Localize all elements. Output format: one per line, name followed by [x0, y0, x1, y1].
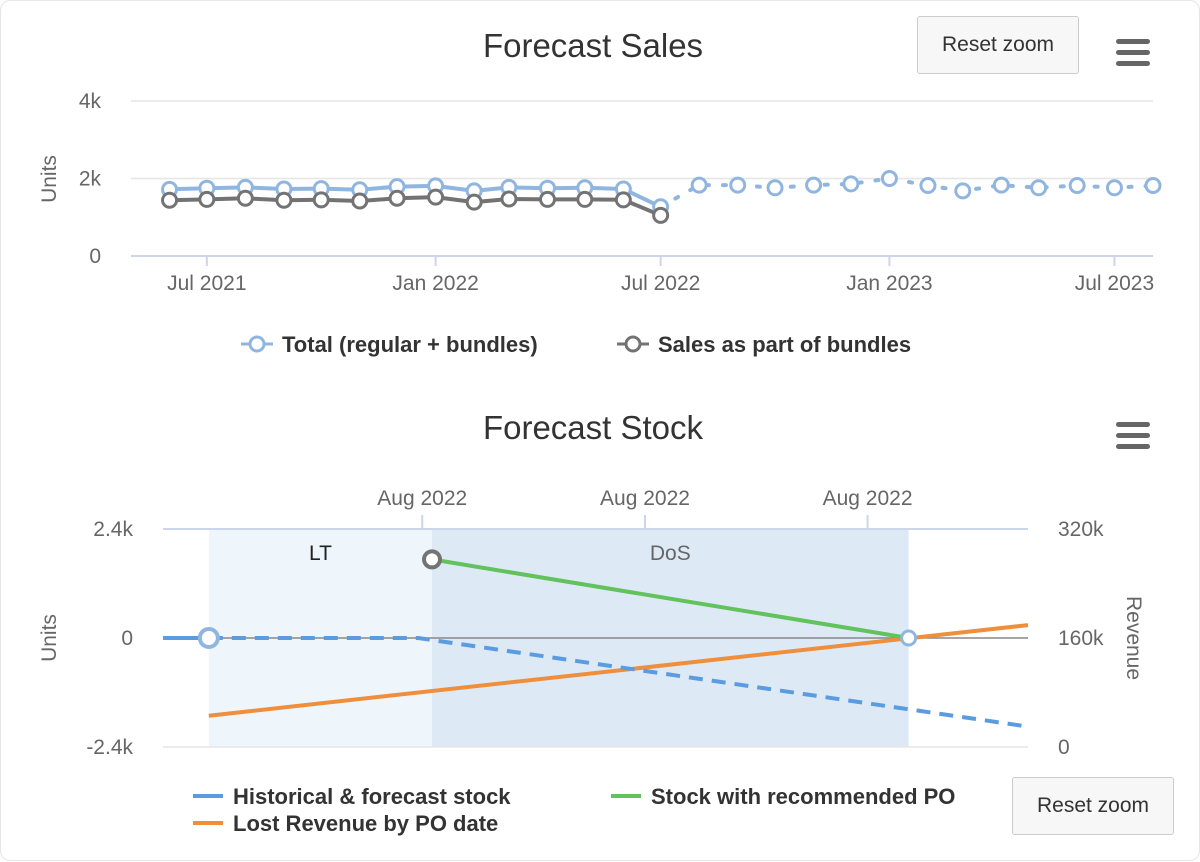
stock-x-ticks: Aug 2022 Aug 2022 Aug 2022	[163, 487, 1028, 530]
stock-series	[163, 549, 1029, 729]
stock-y2-tick-label: 0	[1058, 736, 1070, 759]
legend-item-historical-stock[interactable]: Historical & forecast stock	[193, 784, 511, 809]
bundles-point[interactable]	[465, 193, 483, 211]
stock-chart-title: Forecast Stock	[483, 409, 704, 446]
bundles-point[interactable]	[198, 190, 216, 208]
stock-legend: Historical & forecast stock Stock with r…	[193, 784, 955, 836]
sales-x-tick-label: Jul 2023	[1075, 272, 1154, 295]
stock-reset-zoom-button[interactable]: Reset zoom	[1012, 777, 1174, 835]
sales-x-tick-label: Jul 2021	[167, 272, 246, 295]
legend-item-lost-revenue[interactable]: Lost Revenue by PO date	[193, 811, 498, 836]
stock-y-tick-label: 0	[121, 627, 133, 650]
sales-series	[161, 170, 1162, 224]
sales-x-tick-label: Jul 2022	[621, 272, 700, 295]
legend-item-bundles[interactable]: Sales as part of bundles	[617, 332, 911, 357]
recommended-po-start-point[interactable]	[422, 549, 443, 570]
stock-y2-axis-title: Revenue	[1122, 596, 1145, 680]
legend-historical-label: Historical & forecast stock	[233, 784, 511, 809]
sales-y-tick-label: 4k	[79, 90, 102, 113]
stock-y-ticks: -2.4k 0 2.4k	[86, 518, 133, 759]
bundles-point[interactable]	[614, 191, 632, 209]
legend-recommended-po-label: Stock with recommended PO	[651, 784, 955, 809]
bundles-point[interactable]	[161, 191, 179, 209]
stock-x-tick-label: Aug 2022	[377, 487, 467, 510]
stock-start-point[interactable]	[197, 627, 220, 649]
plot-band-label: DoS	[650, 542, 691, 565]
total-forecast-point[interactable]	[766, 179, 784, 197]
bundles-point[interactable]	[275, 191, 293, 209]
stock-x-tick-label: Aug 2022	[823, 487, 913, 510]
total-forecast-point[interactable]	[729, 176, 747, 194]
bundles-point[interactable]	[539, 190, 557, 208]
total-forecast-point[interactable]	[842, 175, 860, 193]
sales-reset-zoom-button[interactable]: Reset zoom	[917, 16, 1079, 74]
recommended-po-line	[431, 557, 909, 640]
stock-y2-tick-label: 320k	[1058, 518, 1104, 541]
legend-lost-revenue-label: Lost Revenue by PO date	[233, 811, 498, 836]
total-forecast-point[interactable]	[919, 176, 937, 194]
total-forecast-point[interactable]	[690, 176, 708, 194]
total-forecast-point[interactable]	[1105, 179, 1123, 197]
total-forecast-point[interactable]	[1030, 179, 1048, 197]
legend-total-marker	[248, 335, 266, 353]
total-forecast-point[interactable]	[992, 176, 1010, 194]
sales-y-tick-label: 2k	[79, 168, 102, 191]
sales-chart-title: Forecast Sales	[483, 27, 703, 64]
bundles-point[interactable]	[652, 206, 670, 224]
legend-item-recommended-po[interactable]: Stock with recommended PO	[611, 784, 955, 809]
legend-item-total[interactable]: Total (regular + bundles)	[241, 332, 538, 357]
bundles-point[interactable]	[576, 190, 594, 208]
legend-bundles-label: Sales as part of bundles	[658, 332, 911, 357]
total-forecast-point[interactable]	[880, 170, 898, 187]
stock-hamburger-menu-icon[interactable]	[1116, 422, 1150, 450]
forecast-stock-line	[208, 636, 1029, 729]
legend-total-label: Total (regular + bundles)	[282, 332, 538, 357]
stock-y-axis-title: Units	[38, 614, 61, 662]
sales-grid	[131, 100, 1153, 257]
sales-legend: Total (regular + bundles) Sales as part …	[241, 332, 911, 357]
forecast-stock-chart: Forecast Stock LT DoS Aug 2022 Aug 2022 Aug…	[38, 409, 1145, 836]
sales-y-tick-label: 0	[89, 245, 101, 268]
stock-y-tick-label: 2.4k	[93, 518, 133, 541]
stock-y2-tick-label: 160k	[1058, 627, 1104, 650]
bundles-point[interactable]	[236, 189, 254, 207]
sales-y-axis-title: Units	[38, 155, 61, 203]
sales-y-ticks: 0 2k 4k	[79, 90, 102, 268]
bundles-point[interactable]	[388, 189, 406, 207]
bundles-point[interactable]	[312, 191, 330, 209]
total-forecast-point[interactable]	[805, 176, 823, 194]
stock-x-tick-label: Aug 2022	[600, 487, 690, 510]
total-forecast-point[interactable]	[954, 182, 972, 200]
bundles-point[interactable]	[500, 190, 518, 208]
lost-revenue-line	[208, 623, 1029, 718]
sales-hamburger-menu-icon[interactable]	[1116, 39, 1150, 67]
bundles-point[interactable]	[351, 192, 369, 210]
recommended-po-end-point[interactable]	[900, 629, 918, 647]
stock-y-tick-label: -2.4k	[86, 736, 133, 759]
plot-band-label: LT	[309, 542, 332, 565]
sales-x-tick-label: Jan 2023	[846, 272, 932, 295]
legend-bundles-marker	[624, 335, 642, 353]
sales-x-tick-label: Jan 2022	[392, 272, 478, 295]
total-forecast-point[interactable]	[1144, 176, 1162, 194]
bundles-point[interactable]	[427, 188, 445, 206]
total-forecast-point[interactable]	[1068, 176, 1086, 194]
sales-x-ticks: Jul 2021 Jan 2022 Jul 2022 Jan 2023 Jul 2023	[167, 256, 1154, 295]
stock-y2-ticks: 0 160k 320k	[1058, 518, 1104, 759]
